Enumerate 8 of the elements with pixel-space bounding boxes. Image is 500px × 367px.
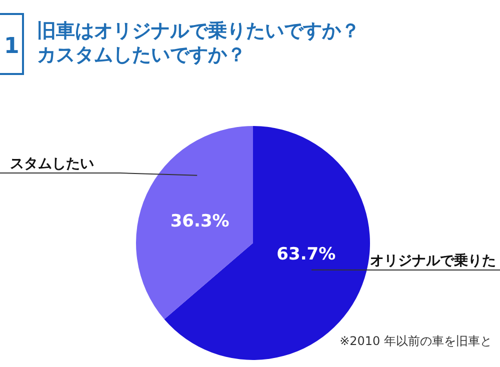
chart-title: 旧車はオリジナルで乗りたいですか？カスタムしたいですか？ xyxy=(37,20,360,66)
text: 1 xyxy=(4,34,20,59)
slice-label: スタムしたい xyxy=(10,156,94,172)
text: ※2010 年以前の車を旧車と xyxy=(340,334,492,348)
slice-label: オリジナルで乗りた xyxy=(370,252,496,269)
data-label: 36.3% xyxy=(170,212,230,232)
data-label: 63.7% xyxy=(276,244,336,264)
pie-slice xyxy=(136,126,253,320)
